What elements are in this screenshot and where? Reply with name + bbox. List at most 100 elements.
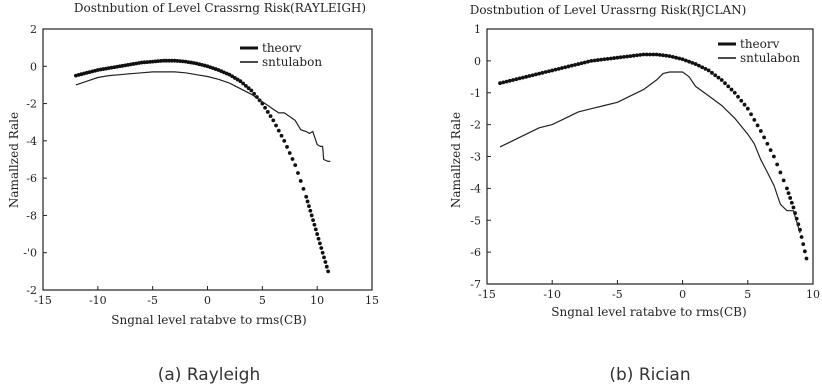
x-tick-label: -10 [89,294,107,307]
y-tick-label: -5 [470,214,481,227]
theorv-point [580,61,584,65]
theorv-point [277,129,281,133]
x-tick-label: 0 [679,288,686,301]
theorv-point [570,64,574,68]
y-tick-label: -2 [26,284,37,297]
y-tick-label: -7 [470,278,481,291]
theorv-point [308,209,312,213]
theorv-point [664,54,668,58]
theorv-point [596,58,600,62]
sntulabon-line [500,72,800,233]
theorv-point [759,129,763,133]
chart-a-x-axis: -15 -10 -5 0 5 10 15 [34,286,379,307]
theorv-point [687,60,691,64]
theorv-point [800,235,804,239]
theorv-point [648,53,652,57]
theorv-point [271,118,275,122]
theorv-point [723,81,727,85]
theorv-point [769,148,773,152]
theorv-point [690,61,694,65]
theorv-point [325,265,329,269]
theorv-point [619,55,623,59]
theorv-point [313,223,317,227]
theorv-point [269,114,273,118]
theorv-point [602,57,606,61]
theorv-point [609,57,613,61]
theorv-point [573,63,577,67]
y-tick-label: -1 [470,87,481,100]
theorv-point [318,241,322,245]
y-tick-label: -'0 [23,247,37,260]
y-tick-label: -3 [470,151,481,164]
theorv-point [554,68,558,72]
theorv-point [249,89,253,93]
theorv-point [544,70,548,74]
theorv-point [632,54,636,58]
theorv-point [642,53,646,57]
theorv-point [563,65,567,69]
theorv-point [736,95,740,99]
theorv-point [514,77,518,81]
theorv-point [743,103,747,107]
theorv-point [311,218,315,222]
theorv-point [625,55,629,59]
theorv-point [531,73,535,77]
theorv-point [733,91,737,95]
theorv-point [302,187,306,191]
theorv-point [710,71,714,75]
theorv-point [521,76,525,80]
theorv-point [326,269,330,273]
theorv-point [700,65,704,69]
theorv-point [772,155,776,159]
theorv-point [762,135,766,139]
theorv-point [674,56,678,60]
theorv-point [274,124,278,128]
theorv-point [616,56,620,60]
theorv-point [306,200,310,204]
x-tick-label: -10 [543,288,561,301]
chart-b-ylabel: Namallzed Rale [449,112,463,208]
y-tick-label: -4 [26,135,37,148]
theorv-point [629,54,633,58]
theorv-point [586,60,590,64]
chart-b-caption: (b) Rician [609,365,690,385]
chart-b-title: Dostnbution of Level Urassrng Risk(RJCLA… [470,3,747,17]
theorv-point [651,53,655,57]
theorv-point [717,76,721,80]
theorv-point [291,157,295,161]
theorv-point [788,196,792,200]
y-tick-label: 2 [30,23,37,36]
x-tick-label: -5 [612,288,623,301]
theorv-point [288,151,292,155]
legend-a-sntulabon: sntulabon [262,55,322,69]
theorv-point [534,73,538,77]
theorv-point [505,80,509,84]
theorv-point [671,55,675,59]
x-tick-label: 15 [365,294,379,307]
chart-a-title: Dostnbution of Level Crassrng Risk(RAYLE… [74,1,366,15]
theorv-point [622,55,626,59]
theorv-point [304,195,308,199]
theorv-point [282,139,286,143]
chart-b-x-axis: -15 -10 -5 0 5 10 [478,280,820,301]
chart-a-legend: theorv sntulabon [240,41,322,69]
theorv-point [550,69,554,73]
theorv-point [541,71,545,75]
y-tick-label: -4 [470,182,481,195]
y-tick-label: 1 [474,23,481,36]
theorv-point [677,57,681,61]
chart-b-y-axis: 10-1-2-3-4-5-6-7 [470,23,491,291]
theorv-point [638,53,642,57]
theorv-point [785,186,789,190]
chart-b-xlabel: Sngnal level ratabve to rms(CB) [551,305,746,319]
theorv-point [319,246,323,250]
theorv-point [317,237,321,241]
chart-a-ylabel: Namallzed Rale [7,112,21,208]
theorv-point [765,142,769,146]
theorv-point [299,179,303,183]
chart-a: Dostnbution of Level Crassrng Risk(RAYLE… [7,1,379,385]
theorv-point [511,78,515,82]
theorv-point [726,84,730,88]
x-tick-label: 5 [259,294,266,307]
theorv-point [599,58,603,62]
